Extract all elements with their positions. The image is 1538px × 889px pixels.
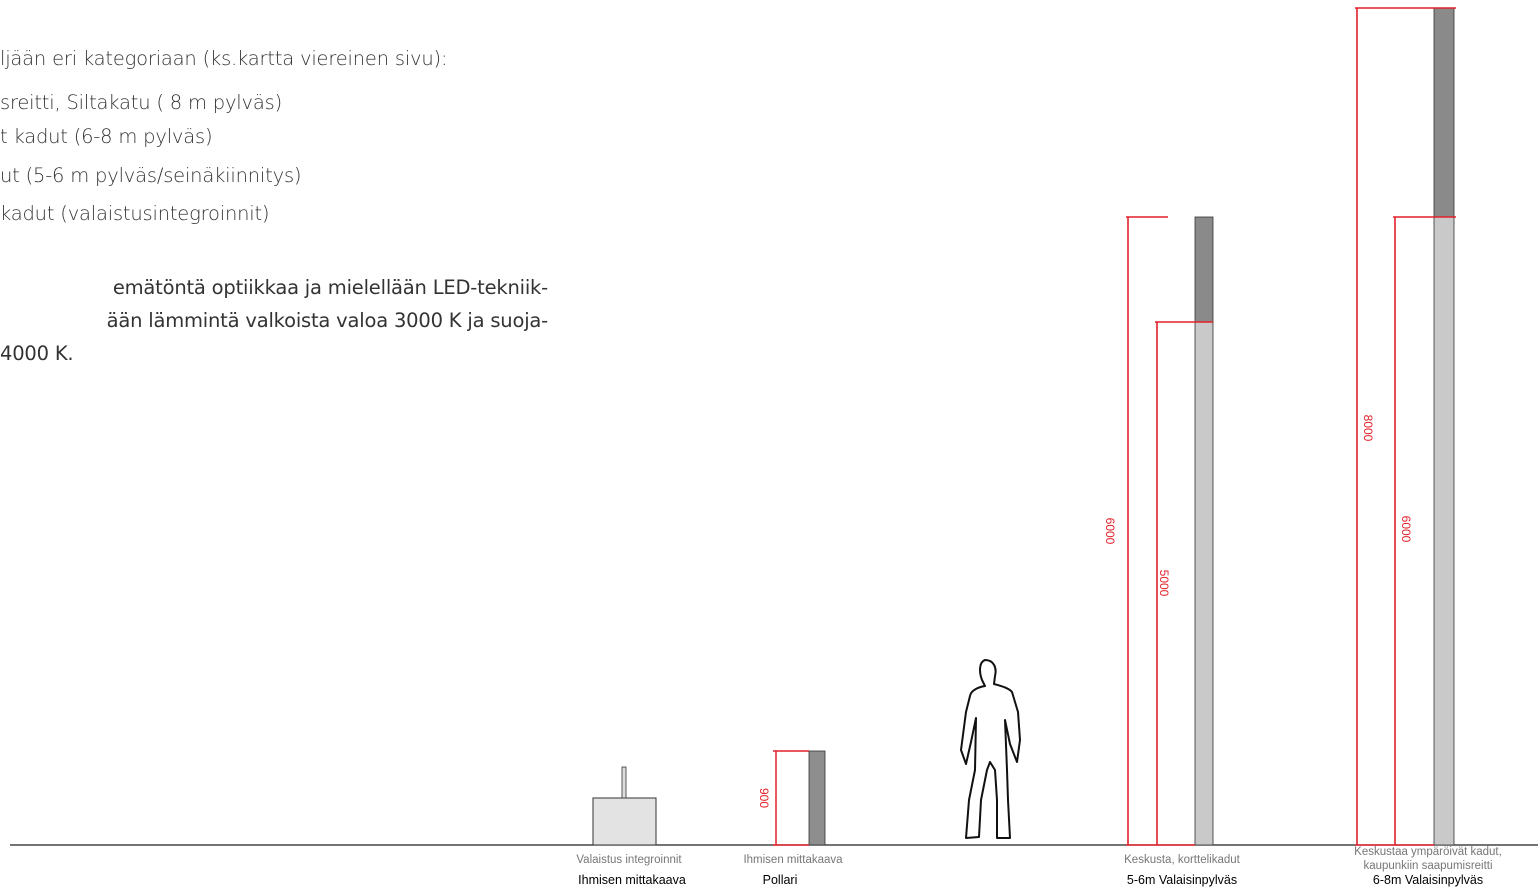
pole-6-8m-title: 6-8m Valaisinpylväs <box>1373 873 1483 887</box>
light-description-line-2: ään lämmintä valkoista valoa 3000 K ja s… <box>106 309 548 332</box>
pole-6-8m-inner-dimension: 6000 <box>1399 516 1413 543</box>
pole-6-8m-outer-dimension: 8000 <box>1361 415 1375 442</box>
bollard <box>773 750 826 846</box>
category-line-5: kadut (valaistusintegroinnit) <box>0 202 270 225</box>
intro-text: ljään eri kategoriaan (ks.kartta vierein… <box>0 47 548 387</box>
integration-title: Ihmisen mittakaava <box>578 873 686 887</box>
light-description-line-1: emätöntä optiikkaa ja mielellään LED-tek… <box>112 276 548 299</box>
bollard-caption: Ihmisen mittakaava <box>743 854 843 866</box>
human-silhouette <box>960 659 1021 839</box>
integration-element <box>592 766 657 846</box>
pole-6-8m-caption-line-1: Keskustaa ympäröivät kadut, <box>1354 846 1502 858</box>
category-line-3: t kadut (6-8 m pylväs) <box>0 125 213 148</box>
pole-5-6m-dimensions <box>1126 216 1213 846</box>
pole-5-6m-caption: Keskusta, korttelikadut <box>1124 854 1241 866</box>
bollard-dimension: 900 <box>757 788 771 808</box>
pole-5-6m-title: 5-6m Valaisinpylväs <box>1127 873 1237 887</box>
pole-5-6m-outer-dimension: 6000 <box>1103 518 1117 545</box>
category-line-2: sreitti, Siltakatu ( 8 m pylväs) <box>0 91 282 114</box>
pole-6-8m <box>1433 7 1455 846</box>
pole-6-8m-caption-line-2: kaupunkiin saapumisreitti <box>1363 860 1492 872</box>
pole-5-6m-inner-dimension: 5000 <box>1157 570 1171 597</box>
light-description-line-3: 4000 K. <box>0 342 74 365</box>
category-line-4: ut (5-6 m pylväs/seinäkiinnitys) <box>0 164 302 187</box>
pole-6-8m-dimensions <box>1355 7 1456 846</box>
category-line-1: ljään eri kategoriaan (ks.kartta vierein… <box>0 47 448 70</box>
light-description: emätöntä optiikkaa ja mielellään LED-tek… <box>0 271 548 370</box>
integration-caption: Valaistus integroinnit <box>576 854 682 866</box>
bollard-title: Pollari <box>763 873 798 887</box>
pole-5-6m <box>1194 216 1214 846</box>
